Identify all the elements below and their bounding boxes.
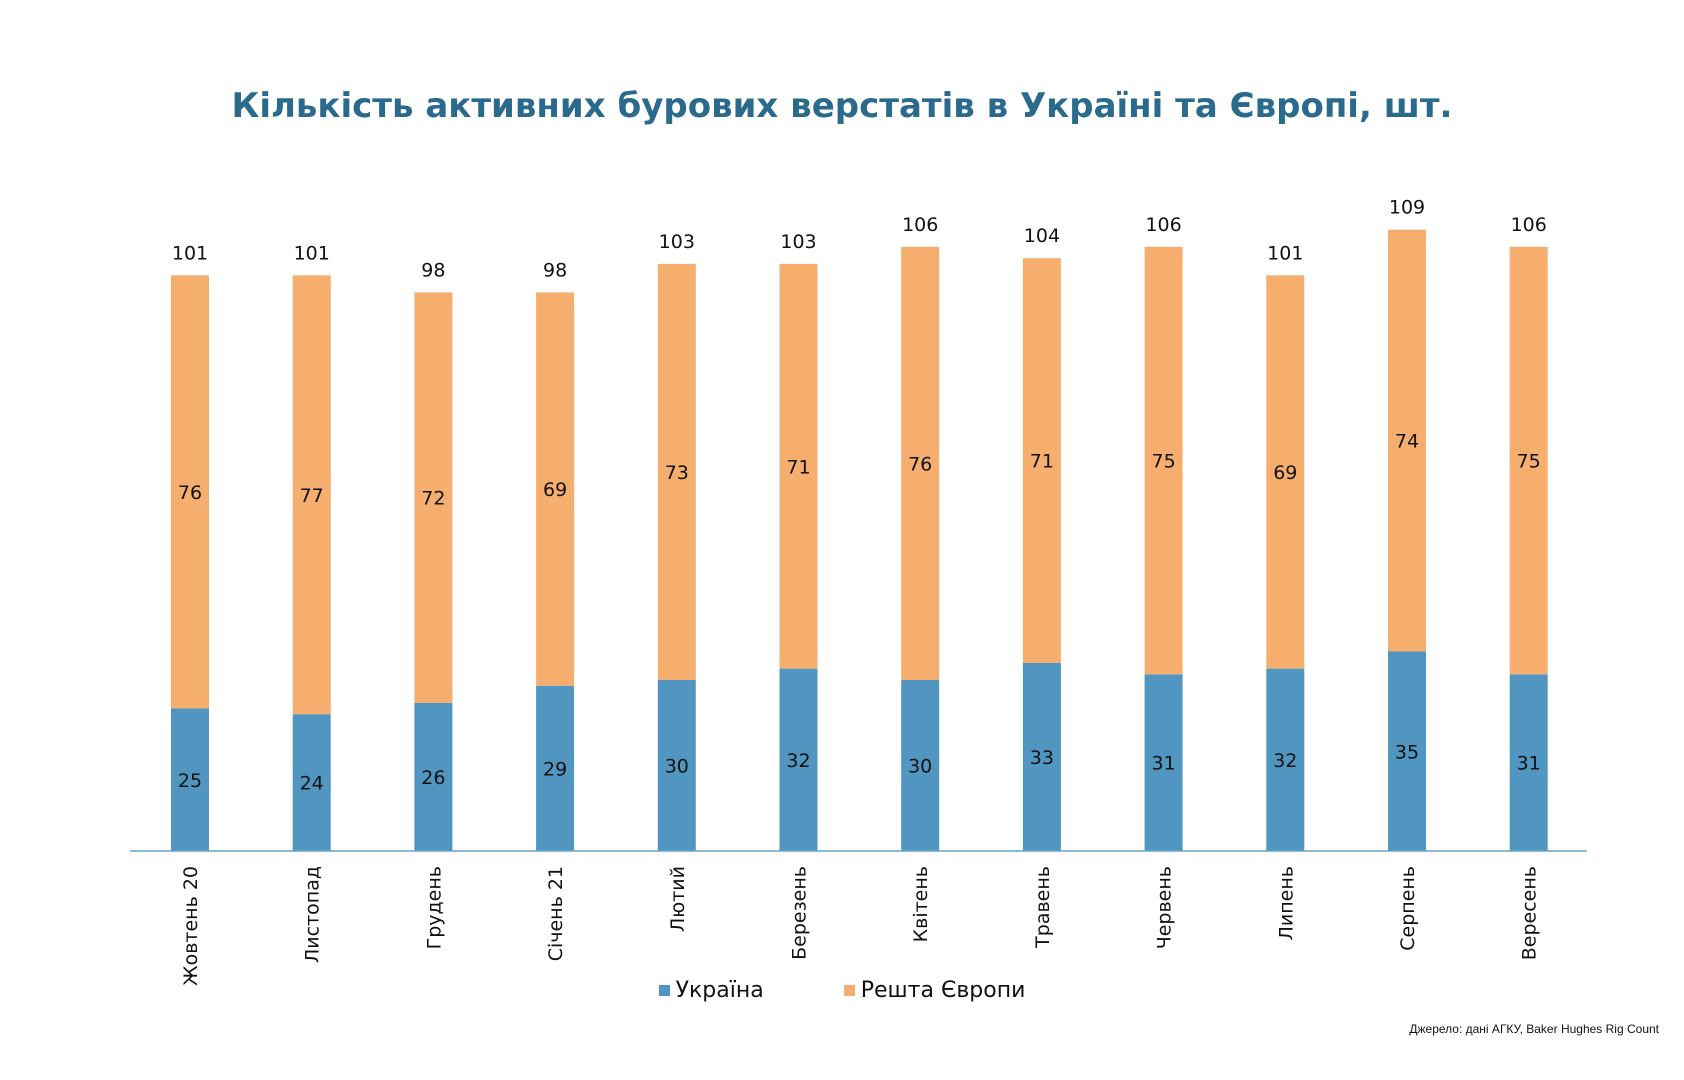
bar-rest-of-europe <box>1388 229 1426 652</box>
bar-rest-of-europe <box>779 263 818 669</box>
data-label-ukraine: 24 <box>300 773 324 795</box>
category-label: Липень <box>1275 866 1297 940</box>
bar-ukraine <box>1266 668 1305 851</box>
bar-ukraine <box>1509 674 1548 851</box>
category-label: Жовтень 20 <box>180 866 202 986</box>
data-label-total: 103 <box>659 231 695 253</box>
data-label-rest-of-europe: 75 <box>1152 451 1176 473</box>
bar-ukraine <box>901 680 940 851</box>
data-label-total: 98 <box>421 259 445 281</box>
legend-label-ukraine: Україна <box>675 978 764 1003</box>
data-label-ukraine: 32 <box>786 750 810 772</box>
legend-swatch-ukraine <box>658 985 670 996</box>
legend-label-rest-of-europe: Решта Європи <box>860 978 1026 1003</box>
category-label: Березень <box>789 866 811 960</box>
data-label-total: 101 <box>172 242 208 264</box>
bar-ukraine <box>292 714 331 851</box>
legend-item-ukraine: Україна <box>658 978 764 1003</box>
data-label-total: 98 <box>543 259 567 281</box>
data-label-rest-of-europe: 74 <box>1395 431 1419 453</box>
bar-rest-of-europe <box>536 292 575 686</box>
bar-ukraine <box>536 685 575 851</box>
legend: Україна Решта Європи <box>0 978 1684 1003</box>
data-label-total: 101 <box>1267 242 1303 264</box>
category-label: Грудень <box>423 866 445 949</box>
bar-ukraine <box>1022 662 1061 851</box>
bar-rest-of-europe <box>1266 275 1305 669</box>
category-label: Серпень <box>1397 866 1419 951</box>
data-label-total: 101 <box>294 242 330 264</box>
data-label-ukraine: 29 <box>543 758 567 780</box>
data-label-rest-of-europe: 69 <box>543 479 567 501</box>
category-label: Січень 21 <box>545 866 567 961</box>
data-label-total: 106 <box>1145 214 1181 236</box>
category-label: Червень <box>1154 866 1176 949</box>
chart-title: Кількість активних бурових верстатів в У… <box>231 86 1453 126</box>
legend-swatch-rest-of-europe <box>843 985 855 996</box>
data-label-rest-of-europe: 72 <box>421 488 445 510</box>
source-note: Джерело: дані АГКУ, Baker Hughes Rig Cou… <box>1409 1022 1659 1036</box>
data-label-ukraine: 33 <box>1030 747 1054 769</box>
data-label-ukraine: 31 <box>1152 753 1176 775</box>
data-label-total: 109 <box>1389 197 1425 219</box>
bar-rest-of-europe <box>414 292 453 703</box>
data-label-rest-of-europe: 69 <box>1273 462 1297 484</box>
bar-ukraine <box>414 702 453 851</box>
bar-ukraine <box>1144 674 1183 851</box>
category-label: Лютий <box>667 866 689 932</box>
bar-ukraine <box>779 668 818 851</box>
bar-rest-of-europe <box>901 246 940 681</box>
bar-ukraine <box>171 708 209 851</box>
data-label-rest-of-europe: 71 <box>786 456 810 478</box>
data-label-ukraine: 31 <box>1517 753 1541 775</box>
data-label-rest-of-europe: 76 <box>178 482 202 504</box>
bar-rest-of-europe <box>292 275 331 715</box>
category-label: Листопад <box>302 866 324 963</box>
data-label-rest-of-europe: 71 <box>1030 451 1054 473</box>
data-label-total: 103 <box>780 231 816 253</box>
bar-ukraine <box>657 680 696 851</box>
data-label-ukraine: 30 <box>665 756 689 778</box>
category-label: Травень <box>1032 866 1054 949</box>
data-label-total: 104 <box>1024 225 1060 247</box>
bar-rest-of-europe <box>1022 258 1061 663</box>
data-label-total: 106 <box>902 214 938 236</box>
data-label-ukraine: 25 <box>178 770 202 792</box>
data-label-ukraine: 26 <box>421 767 445 789</box>
bar-rest-of-europe <box>657 263 696 680</box>
data-label-total: 106 <box>1511 214 1547 236</box>
category-label: Вересень <box>1519 866 1541 960</box>
data-label-ukraine: 30 <box>908 756 932 778</box>
data-label-rest-of-europe: 76 <box>908 453 932 475</box>
bar-rest-of-europe <box>1509 246 1548 675</box>
data-label-ukraine: 32 <box>1273 750 1297 772</box>
legend-item-rest-of-europe: Решта Європи <box>843 978 1026 1003</box>
bar-rest-of-europe <box>171 275 209 709</box>
data-label-rest-of-europe: 73 <box>665 462 689 484</box>
category-label: Квітень <box>910 866 932 942</box>
bar-rest-of-europe <box>1144 246 1183 675</box>
data-label-rest-of-europe: 75 <box>1517 451 1541 473</box>
data-label-rest-of-europe: 77 <box>300 485 324 507</box>
bar-ukraine <box>1388 651 1426 851</box>
data-label-ukraine: 35 <box>1395 741 1419 763</box>
